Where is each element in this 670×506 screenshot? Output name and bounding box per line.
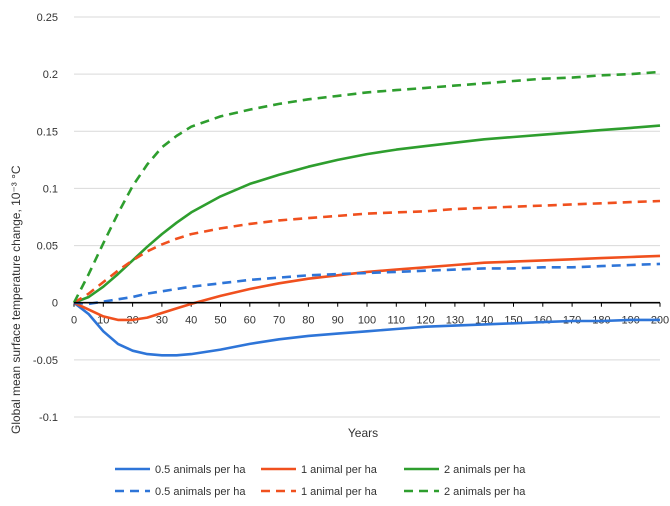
x-tick-label: 160 [534,315,552,327]
series-line-solid-2 [73,254,661,322]
legend-label: 2 animals per ha [444,486,526,498]
legend-label: 2 animals per ha [444,464,526,476]
x-tick-label: 40 [185,315,197,327]
y-tick-label: 0.1 [43,183,58,195]
x-tick-label: 80 [302,315,314,327]
legend-label: 0.5 animals per ha [155,464,246,476]
legend: 0.5 animals per ha 1 animal per ha 2 anima… [115,464,526,498]
x-tick-label: 50 [214,315,226,327]
series-line-solid-1 [73,301,660,357]
x-axis-title: Years [348,426,378,440]
legend-label: 1 animal per ha [301,464,378,476]
y-tick-label: 0.25 [37,12,58,24]
y-tick-label: -0.1 [39,412,58,424]
x-tick-label: 90 [332,315,344,327]
series-line-solid-3 [73,124,661,304]
y-tick-label: 0.05 [37,241,58,253]
gridlines [74,16,660,418]
x-tick-label: 130 [446,315,464,327]
x-tick-label: 120 [416,315,434,327]
series-lines [72,70,661,357]
y-tick-label: -0.05 [33,355,58,367]
series-line-dashed-1 [73,262,661,306]
x-tick-label: 110 [388,315,406,327]
y-tick-label: 0.15 [37,126,58,138]
series-line-dashed-2 [73,199,661,304]
x-tick-label: 70 [273,315,285,327]
y-tick-label: 0 [52,298,58,310]
y-tick-label: 0.2 [43,69,58,81]
x-tick-label: 30 [156,315,168,327]
legend-label: 1 animal per ha [301,486,378,498]
x-tick-label: 150 [504,315,522,327]
y-axis-title: Global mean surface temperature change, … [9,165,23,434]
x-tick-label: 60 [244,315,256,327]
series-line-dashed-3 [72,70,661,304]
legend-label: 0.5 animals per ha [155,486,246,498]
x-tick-label: 0 [71,315,77,327]
x-tick-label: 100 [358,315,376,327]
y-axis-ticks: -0.1 -0.05 0 0.05 0.1 0.15 0.2 0.25 [33,12,58,424]
